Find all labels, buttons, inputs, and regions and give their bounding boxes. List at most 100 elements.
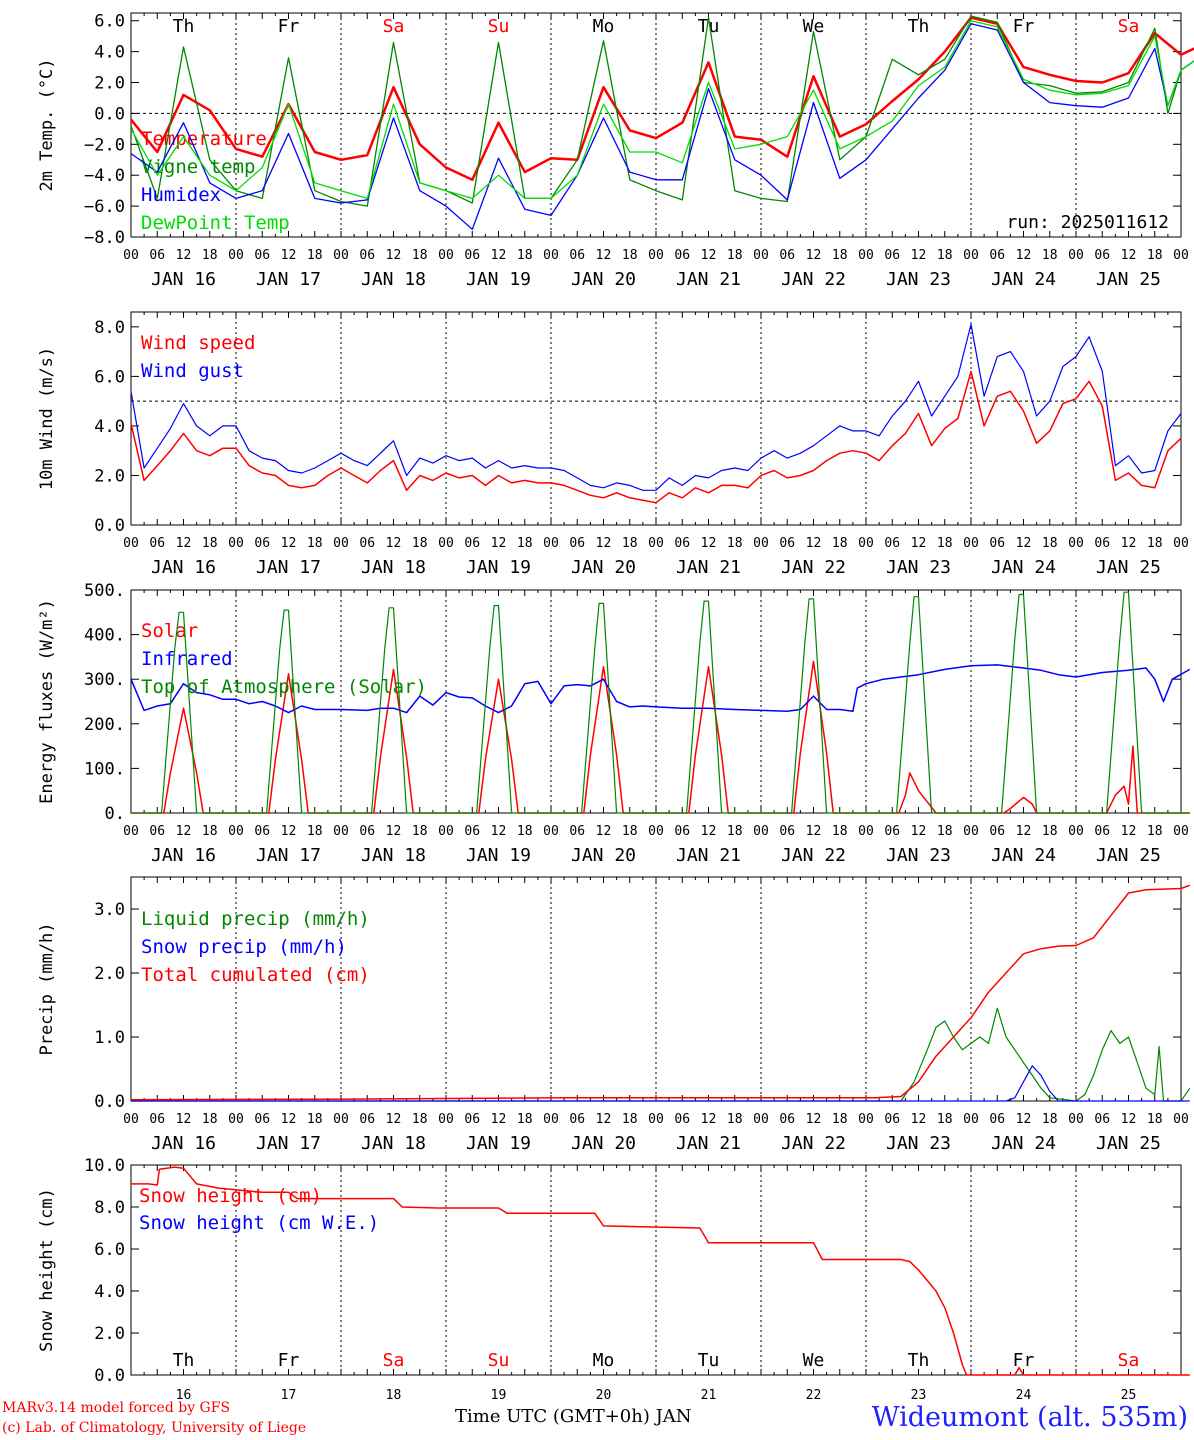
hour-tick-label: 12 xyxy=(1016,1112,1032,1127)
y-tick-label: 2.0 xyxy=(94,74,125,94)
date-label: JAN 18 xyxy=(361,557,426,578)
y-tick-label: 8.0 xyxy=(94,318,125,338)
y-tick-label: 0.0 xyxy=(94,516,125,536)
series-line-top-of-atmosphere-solar xyxy=(131,591,1190,814)
y-tick-label: 10.0 xyxy=(84,1156,125,1176)
hour-tick-label: 00 xyxy=(333,824,349,839)
hour-tick-label: 18 xyxy=(307,248,323,263)
legend-entry: Snow precip (mm/h) xyxy=(141,936,347,958)
date-label: JAN 22 xyxy=(781,269,846,290)
hour-tick-label: 06 xyxy=(359,1112,375,1127)
weekday-label: Fr xyxy=(1013,1350,1035,1371)
date-label: JAN 24 xyxy=(991,269,1056,290)
hour-tick-label: 00 xyxy=(123,536,139,551)
hour-tick-label: 12 xyxy=(596,536,612,551)
hour-tick-label: 18 xyxy=(202,536,218,551)
hour-tick-label: 12 xyxy=(701,536,717,551)
hour-tick-label: 00 xyxy=(1068,824,1084,839)
hour-tick-label: 12 xyxy=(596,248,612,263)
hour-tick-label: 18 xyxy=(1147,536,1163,551)
panel-4: 0.0 1.0 2.0 3.0 Precip (mm/h) 00 06 12 18 00 06 12 1… xyxy=(37,876,1191,1154)
y-tick-label: 500. xyxy=(84,581,125,601)
hour-tick-label: 18 xyxy=(517,824,533,839)
day-number-label: 21 xyxy=(701,1388,717,1403)
hour-tick-label: 06 xyxy=(359,248,375,263)
y-tick-label: −6.0 xyxy=(84,197,125,217)
hour-tick-label: 18 xyxy=(1147,1112,1163,1127)
date-label: JAN 20 xyxy=(571,557,636,578)
y-tick-label: 300. xyxy=(84,670,125,690)
legend-entry: Wind speed xyxy=(141,332,255,354)
y-tick-label: 200. xyxy=(84,715,125,735)
hour-tick-label: 06 xyxy=(884,536,900,551)
weekday-label: We xyxy=(803,1350,825,1371)
hour-tick-label: 18 xyxy=(937,536,953,551)
hour-tick-label: 00 xyxy=(753,824,769,839)
hour-tick-label: 18 xyxy=(1042,824,1058,839)
hour-tick-label: 00 xyxy=(648,248,664,263)
hour-tick-label: 06 xyxy=(779,536,795,551)
hour-tick-label: 00 xyxy=(963,248,979,263)
legend-entry: Humidex xyxy=(141,184,221,206)
xaxis-title: Time UTC (GMT+0h) JAN xyxy=(455,1406,692,1427)
hour-tick-label: 12 xyxy=(281,1112,297,1127)
hour-tick-label: 00 xyxy=(333,1112,349,1127)
hour-tick-label: 18 xyxy=(307,824,323,839)
date-label: JAN 24 xyxy=(991,845,1056,866)
weekday-label: Th xyxy=(173,1350,195,1371)
weekday-label: We xyxy=(803,16,825,37)
hour-tick-label: 06 xyxy=(1094,536,1110,551)
weekday-label: Sa xyxy=(383,16,405,37)
hour-tick-label: 12 xyxy=(911,1112,927,1127)
day-number-label: 17 xyxy=(281,1388,297,1403)
panel-1: −8.0 −6.0 −4.0 −2.0 0.0 2.0 4.0 6.0 2m Temp. (°C… xyxy=(37,12,1194,290)
legend-entry: Vigne temp xyxy=(141,156,255,178)
y-tick-label: 0. xyxy=(105,804,125,824)
hour-tick-label: 00 xyxy=(543,824,559,839)
weekday-label: Fr xyxy=(1013,16,1035,37)
hour-tick-label: 18 xyxy=(1147,248,1163,263)
hour-tick-label: 18 xyxy=(1042,248,1058,263)
hour-tick-label: 06 xyxy=(149,248,165,263)
hour-tick-label: 18 xyxy=(517,248,533,263)
hour-tick-label: 00 xyxy=(333,248,349,263)
date-label: JAN 21 xyxy=(676,1133,741,1154)
legend-entry: Temperature xyxy=(141,128,267,150)
hour-tick-label: 06 xyxy=(569,536,585,551)
hour-tick-label: 06 xyxy=(254,536,270,551)
hour-tick-label: 12 xyxy=(806,1112,822,1127)
hour-tick-label: 06 xyxy=(569,248,585,263)
y-axis-label: 2m Temp. (°C) xyxy=(37,58,57,191)
hour-tick-label: 12 xyxy=(911,536,927,551)
date-label: JAN 23 xyxy=(886,557,951,578)
hour-tick-label: 18 xyxy=(937,1112,953,1127)
hour-tick-label: 12 xyxy=(386,248,402,263)
legend-entry: Top of Atmosphere (Solar) xyxy=(141,676,427,698)
day-number-label: 25 xyxy=(1121,1388,1137,1403)
hour-tick-label: 06 xyxy=(989,248,1005,263)
hour-tick-label: 00 xyxy=(543,1112,559,1127)
y-tick-label: 100. xyxy=(84,759,125,779)
hour-tick-label: 18 xyxy=(832,824,848,839)
hour-tick-label: 12 xyxy=(491,824,507,839)
hour-tick-label: 18 xyxy=(622,1112,638,1127)
hour-tick-label: 12 xyxy=(491,248,507,263)
y-tick-label: 1.0 xyxy=(94,1028,125,1048)
y-tick-label: 6.0 xyxy=(94,367,125,387)
hour-tick-label: 12 xyxy=(1016,248,1032,263)
hour-tick-label: 18 xyxy=(727,536,743,551)
date-label: JAN 21 xyxy=(676,845,741,866)
hour-tick-label: 12 xyxy=(176,536,192,551)
series-line-humidex xyxy=(130,23,1194,230)
hour-tick-label: 18 xyxy=(202,824,218,839)
hour-tick-label: 12 xyxy=(596,1112,612,1127)
weekday-label: Mo xyxy=(593,16,615,37)
y-axis-label: 10m Wind (m/s) xyxy=(37,347,57,490)
hour-tick-label: 00 xyxy=(753,248,769,263)
hour-tick-label: 06 xyxy=(779,248,795,263)
date-label: JAN 23 xyxy=(886,845,951,866)
hour-tick-label: 00 xyxy=(1173,1112,1189,1127)
hour-tick-label: 06 xyxy=(569,1112,585,1127)
hour-tick-label: 06 xyxy=(359,536,375,551)
panel-5: 0.0 2.0 4.0 6.0 8.0 10.0 Snow height (cm) Th Fr S… xyxy=(37,1156,1190,1403)
